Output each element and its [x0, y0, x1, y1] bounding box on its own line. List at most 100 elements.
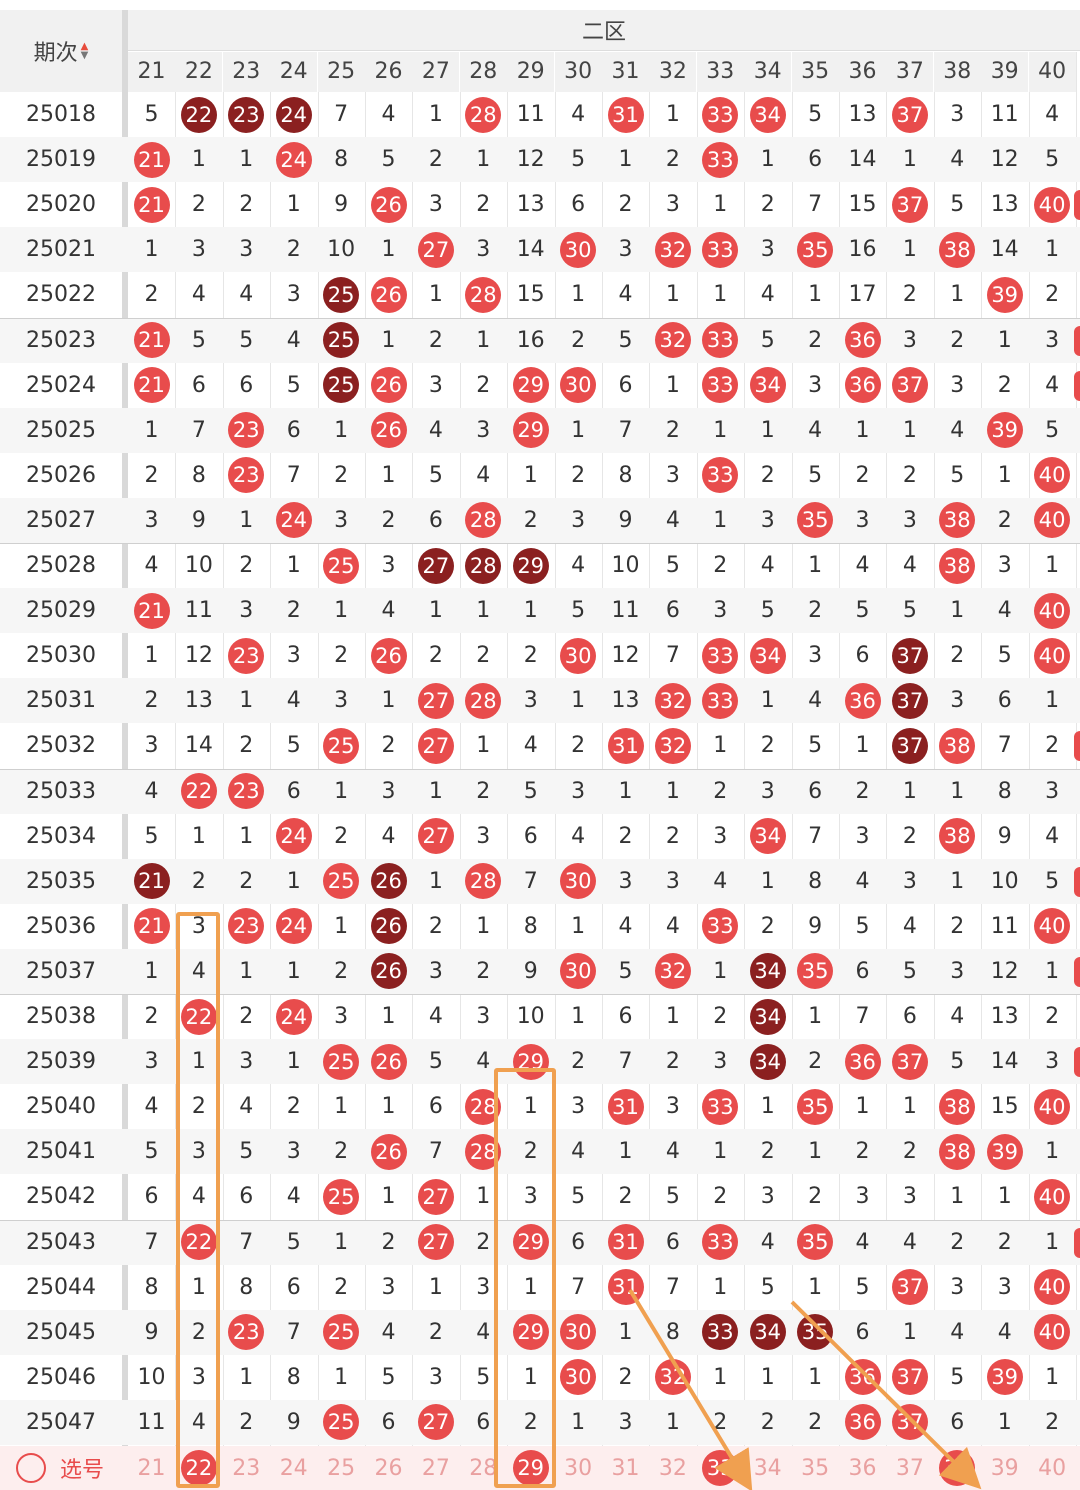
cell-miss-count: 4: [950, 147, 965, 173]
cell-miss-count: 1: [1045, 1364, 1060, 1390]
cell-miss-count: 3: [144, 733, 159, 759]
pick-radio-icon[interactable]: [16, 1453, 46, 1483]
cell-hit: 29: [507, 1220, 554, 1265]
cell-miss-count: 5: [428, 462, 443, 488]
column-header-25: 25: [317, 52, 365, 92]
pick-number[interactable]: 30: [564, 1455, 593, 1481]
pick-number[interactable]: 32: [658, 1455, 687, 1481]
pick-number[interactable]: 22: [175, 1446, 222, 1490]
pick-row[interactable]: 选号 2122232425262728293031323334353637383…: [0, 1446, 1080, 1490]
cell-hit: 39: [981, 408, 1028, 453]
cell-miss-count: 11: [137, 1409, 166, 1435]
cell-hit: 40: [1029, 1174, 1076, 1219]
table-row: 25036 21 3 23 24 1 26 2 1 8 1 4 4 33 2 9 5 4 2 11 40: [0, 904, 1080, 949]
hit-ball: 33: [702, 457, 739, 494]
cell-miss-count: 6: [665, 1229, 680, 1255]
cell-hit: 37: [886, 1039, 933, 1084]
cell-hit: 40: [1029, 1084, 1076, 1129]
cell-hit: 28: [460, 92, 507, 137]
column-header-30: 30: [554, 52, 602, 92]
cell-hit: 39: [981, 272, 1028, 317]
cell-miss-count: 1: [191, 1049, 206, 1075]
cell-miss-count: 1: [997, 1409, 1012, 1435]
cell-miss-count: 1: [1045, 1229, 1060, 1255]
cell-miss-count: 3: [665, 1094, 680, 1120]
cell-hit: 25: [318, 272, 365, 317]
cell-miss-count: 2: [808, 1049, 823, 1075]
offscreen-ball-edge: [1074, 1227, 1080, 1258]
cell-miss-count: 4: [239, 1094, 254, 1120]
sort-icon[interactable]: ▲ ▼: [80, 41, 89, 61]
pick-number[interactable]: 39: [990, 1455, 1019, 1481]
cell-miss-count: 14: [184, 733, 213, 759]
cell-miss-count: 5: [523, 778, 538, 804]
cell-hit: 35: [792, 1084, 839, 1129]
hit-ball: 22: [180, 773, 217, 809]
cell-miss-count: 1: [618, 1139, 633, 1165]
hit-ball: 23: [228, 412, 265, 449]
period-number: 25043: [26, 1229, 96, 1255]
cell-miss-count: 5: [618, 327, 633, 353]
cell-hit: 24: [270, 994, 317, 1039]
cell-miss-count: 3: [144, 507, 159, 533]
pick-number[interactable]: 40: [1038, 1455, 1067, 1481]
cell-miss-count: 2: [286, 598, 301, 624]
cell-hit: 26: [365, 182, 412, 227]
cell-hit: 21: [128, 588, 175, 633]
pick-number[interactable]: 25: [327, 1455, 356, 1481]
cell-hit: 23: [223, 769, 270, 814]
cell-miss-count: 1: [571, 1409, 586, 1435]
period-number: 25044: [26, 1274, 96, 1300]
cell-miss-count: 4: [950, 1319, 965, 1345]
pick-number[interactable]: 28: [469, 1455, 498, 1481]
hit-ball: 34: [749, 367, 786, 404]
cell-miss-count: 9: [618, 507, 633, 533]
table-row: 25025 1 7 23 6 1 26 4 3 29 1 7 2 1 1 4 1 1 4 39 5: [0, 407, 1080, 453]
cell-miss-count: 10: [990, 868, 1019, 894]
cell-miss-count: 2: [144, 1004, 159, 1029]
cell-hit: 23: [223, 904, 270, 949]
pick-number[interactable]: 35: [801, 1455, 830, 1481]
cell-miss-count: 5: [476, 1364, 491, 1390]
hit-ball: 29: [512, 1224, 549, 1260]
annotation-box-col22: [176, 912, 220, 1488]
cell-miss-count: 3: [902, 327, 917, 353]
hit-ball: 27: [417, 1224, 454, 1260]
cell-miss-count: 9: [997, 823, 1012, 849]
cell-miss-count: 3: [428, 192, 443, 218]
cell-miss-count: 6: [808, 778, 823, 804]
cell-miss-count: 2: [855, 778, 870, 804]
pick-number[interactable]: 24: [279, 1455, 308, 1481]
pick-number[interactable]: 26: [374, 1455, 403, 1481]
cell-miss-count: 3: [144, 1049, 159, 1075]
hit-ball: 25: [323, 1043, 360, 1080]
pick-number[interactable]: 37: [895, 1455, 924, 1481]
period-number: 25036: [26, 913, 96, 939]
cell-miss-count: 7: [997, 733, 1012, 759]
cell-hit: 21: [128, 859, 175, 904]
table-row: 25028 4 10 2 1 25 3 27 28 29 4 10 5 2 4 1 4 4 38 3 1: [0, 543, 1080, 588]
cell-miss-count: 1: [950, 598, 965, 624]
pick-label[interactable]: 选号: [16, 1446, 104, 1490]
hit-ball-repeat: 37: [891, 682, 928, 719]
pick-number[interactable]: 34: [753, 1455, 782, 1481]
pick-number[interactable]: 36: [848, 1455, 877, 1481]
period-header[interactable]: 期次 ▲ ▼: [0, 10, 122, 92]
cell-hit: 31: [602, 723, 649, 768]
pick-number[interactable]: 31: [611, 1455, 640, 1481]
cell-hit: 28: [460, 272, 507, 317]
pick-number[interactable]: 29: [507, 1446, 554, 1490]
pick-number[interactable]: 21: [137, 1455, 166, 1481]
pick-number[interactable]: 23: [232, 1455, 261, 1481]
cell-miss-count: 2: [855, 462, 870, 488]
cell-miss-count: 5: [618, 958, 633, 984]
hit-ball: 27: [417, 1404, 454, 1441]
cell-miss-count: 1: [334, 1229, 349, 1255]
cell-hit: 23: [223, 408, 270, 453]
pick-number[interactable]: 27: [421, 1455, 450, 1481]
cell-hit: 25: [318, 318, 365, 363]
cell-hit: 37: [886, 1400, 933, 1445]
cell-miss-count: 5: [665, 1184, 680, 1210]
cell-miss-count: 1: [286, 868, 301, 894]
cell-hit: 33: [697, 318, 744, 363]
